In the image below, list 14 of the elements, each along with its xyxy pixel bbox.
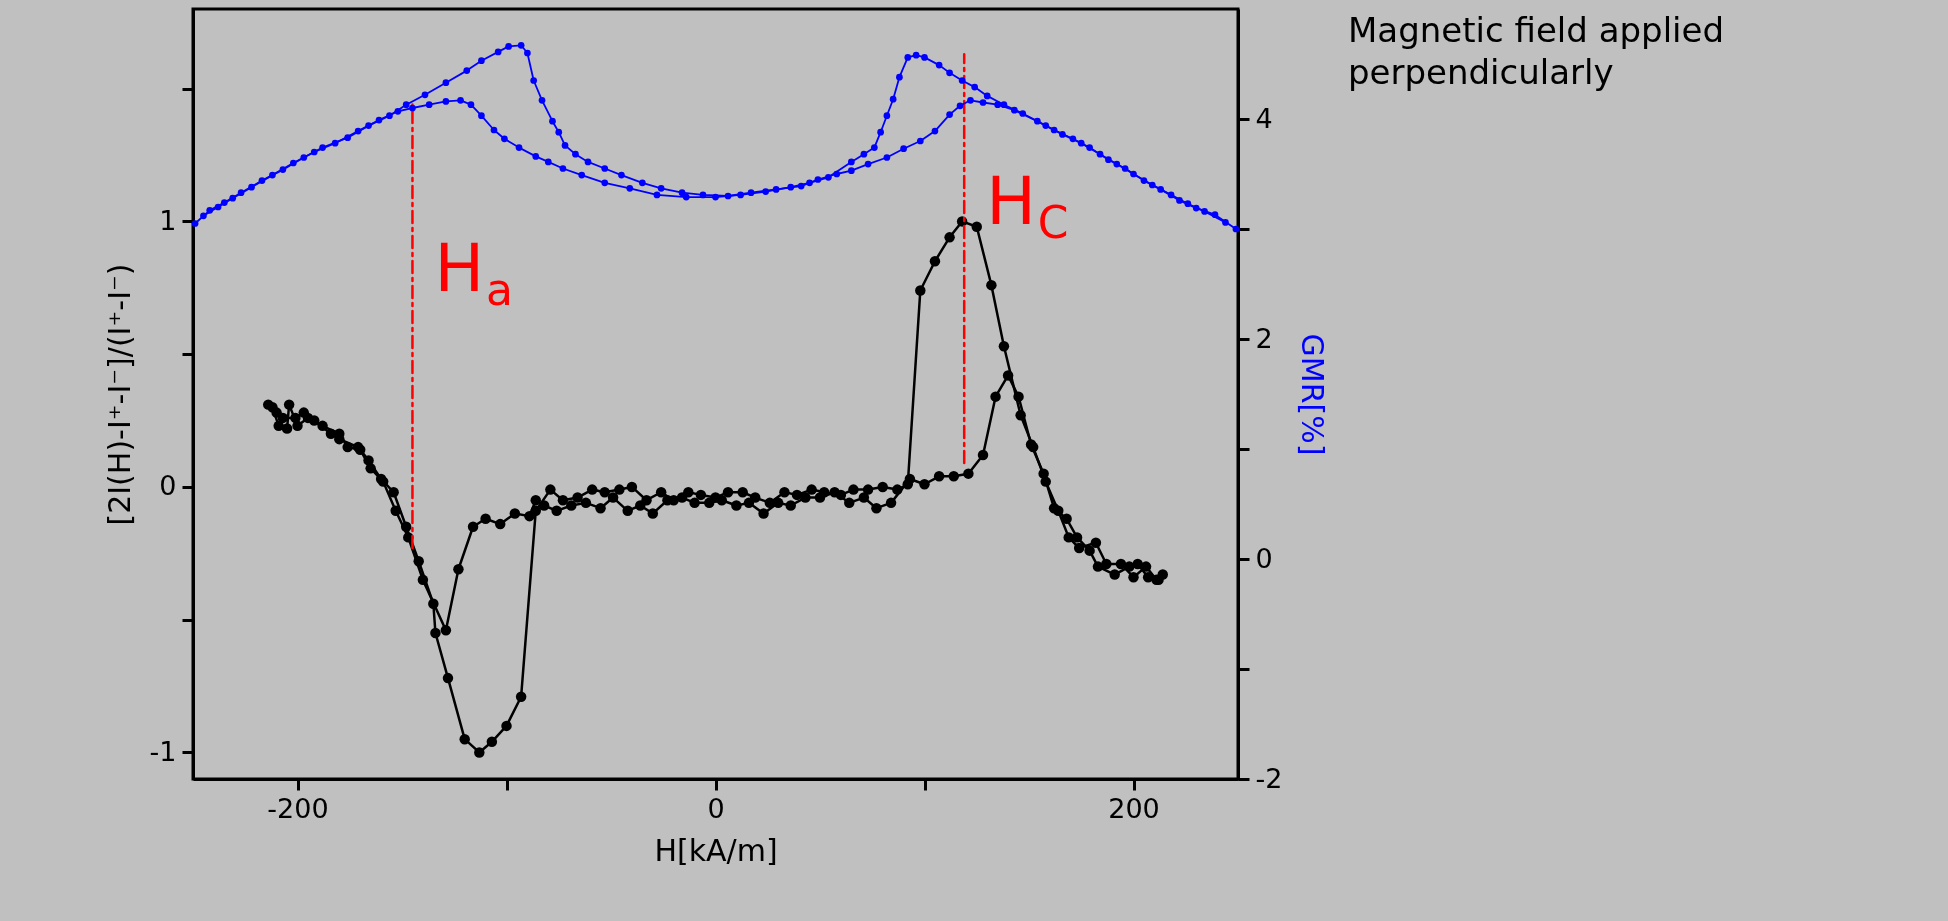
x-tick-label: 0 bbox=[707, 792, 725, 824]
x-axis-title: H[kA/m] bbox=[654, 832, 778, 868]
x-tick-label: 200 bbox=[1108, 792, 1160, 824]
y2-tick-label: -2 bbox=[1255, 762, 1283, 794]
y-tick-label: -1 bbox=[149, 735, 177, 767]
y-tick-label: 1 bbox=[159, 204, 177, 236]
text: Magnetic field applied perpendicularly bbox=[1348, 10, 1725, 92]
y2-tick-label: 4 bbox=[1255, 102, 1273, 134]
x-tick-label: -200 bbox=[267, 792, 329, 824]
y-axis-title: [2I(H)-I⁺-I⁻]/(I⁺-I⁻) bbox=[101, 263, 137, 526]
y2-tick-label: 0 bbox=[1255, 542, 1273, 574]
y-tick-label: 0 bbox=[159, 470, 177, 502]
y2-tick-label: 2 bbox=[1255, 322, 1273, 354]
y2-axis-title: GMR[%] bbox=[1295, 333, 1331, 456]
